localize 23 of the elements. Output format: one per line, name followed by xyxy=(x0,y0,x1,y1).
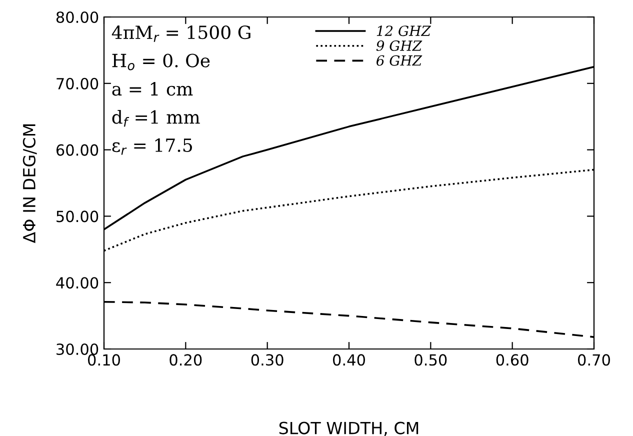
y-axis-title: ΔΦ IN DEG/CM xyxy=(22,124,37,244)
x-axis-title: SLOT WIDTH, CM xyxy=(279,422,418,436)
y-tick-label: 70.00 xyxy=(56,78,98,90)
annotation: d$_{f}$ =1 mm xyxy=(112,110,200,127)
x-tick-label: 0.50 xyxy=(414,354,447,366)
y-tick-label: 80.00 xyxy=(56,11,98,24)
legend-label: 6 GHZ xyxy=(376,55,422,66)
x-tick-label: 0.30 xyxy=(251,354,284,366)
y-tick-label: 60.00 xyxy=(56,144,98,156)
legend-label: 12 GHZ xyxy=(376,26,432,36)
x-tick-label: 0.20 xyxy=(170,354,202,366)
x-tick-label: 0.10 xyxy=(88,354,120,366)
annotation: H$_{o}$ = 0. Oe xyxy=(112,54,210,70)
annotation: 4πM$_{r}$ = 1500 G xyxy=(112,25,250,42)
x-tick-label: 0.40 xyxy=(333,354,365,366)
legend-label: 9 GHZ xyxy=(376,40,422,51)
y-tick-label: 30.00 xyxy=(56,343,98,356)
x-tick-label: 0.70 xyxy=(578,354,610,366)
y-tick-label: 40.00 xyxy=(56,277,98,289)
y-tick-label: 50.00 xyxy=(56,210,98,222)
annotation: a = 1 cm xyxy=(112,82,193,96)
annotation: ε$_{r}$ = 17.5 xyxy=(112,138,192,155)
x-tick-label: 0.60 xyxy=(496,354,528,366)
